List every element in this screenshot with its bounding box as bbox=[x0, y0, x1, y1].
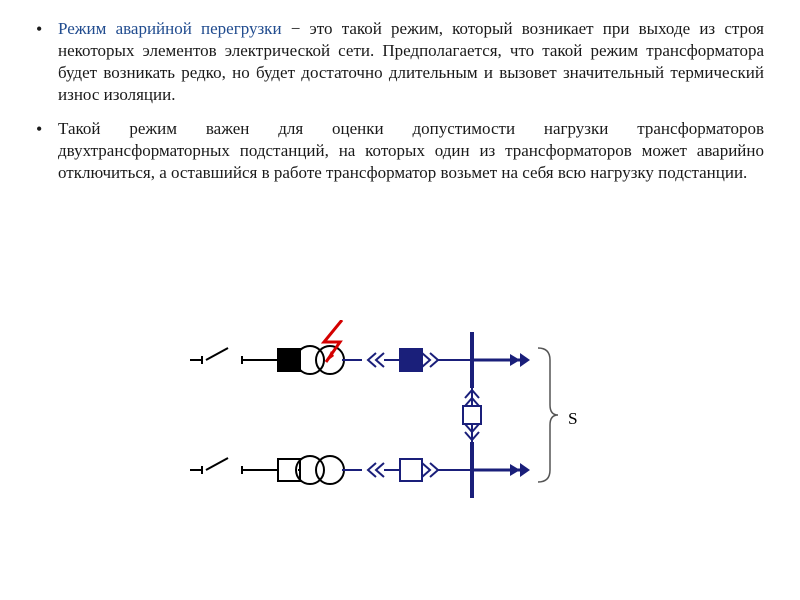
emphasized-term: Режим аварийной перегрузки bbox=[58, 19, 282, 38]
bullet-icon: • bbox=[36, 18, 58, 40]
substation-diagram: S bbox=[190, 320, 620, 540]
list-item: • Такой режим важен для оценки допустимо… bbox=[36, 118, 764, 184]
bullet-list: • Режим аварийной перегрузки − это такой… bbox=[36, 18, 764, 184]
slide: • Режим аварийной перегрузки − это такой… bbox=[0, 0, 800, 600]
bullet-icon: • bbox=[36, 118, 58, 140]
paragraph-1: Режим аварийной перегрузки − это такой р… bbox=[58, 18, 764, 106]
paragraph-2: Такой режим важен для оценки допустимост… bbox=[58, 118, 764, 184]
svg-text:S: S bbox=[568, 409, 578, 428]
list-item: • Режим аварийной перегрузки − это такой… bbox=[36, 18, 764, 106]
